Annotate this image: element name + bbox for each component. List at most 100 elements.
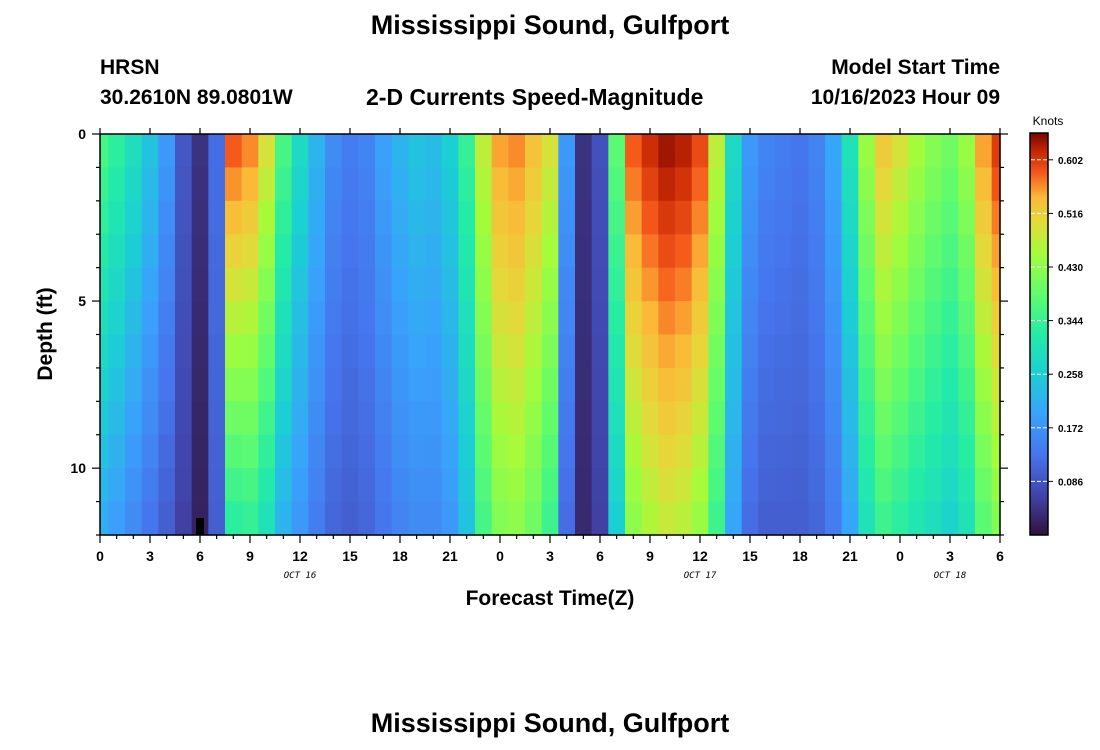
heat-cell	[441, 367, 459, 402]
heat-cell	[225, 200, 243, 235]
heat-cell	[525, 167, 543, 202]
heat-cell	[441, 134, 459, 169]
colorbar-label: 0.172	[1058, 424, 1083, 435]
heat-cell	[541, 367, 559, 402]
heat-cell	[758, 501, 776, 536]
heat-cell	[391, 200, 409, 235]
heat-cell	[858, 134, 876, 169]
heat-cell	[925, 234, 943, 269]
heat-cell	[541, 401, 559, 436]
heat-cell	[941, 234, 959, 269]
heat-cell	[225, 234, 243, 269]
heat-cell	[725, 134, 743, 169]
heat-cell	[525, 134, 543, 169]
heat-cell	[641, 401, 659, 436]
heat-cell	[458, 234, 476, 269]
heat-cell	[408, 434, 426, 469]
heat-cell	[191, 401, 209, 436]
heat-cell	[208, 200, 226, 235]
heat-cell	[675, 134, 693, 169]
heat-cell	[308, 134, 326, 169]
heat-cell	[975, 234, 993, 269]
heat-cell	[175, 434, 193, 469]
heat-cell	[100, 234, 109, 269]
heat-cell	[491, 134, 509, 169]
colorbar-unit: Knots	[1033, 114, 1064, 128]
heat-cell	[341, 434, 359, 469]
heat-cell	[491, 267, 509, 302]
heat-cell	[841, 367, 859, 402]
heat-cell	[208, 367, 226, 402]
heat-cell	[241, 401, 259, 436]
heat-cell	[241, 200, 259, 235]
heat-cell	[958, 468, 976, 503]
heat-cell	[691, 468, 709, 503]
heat-cell	[108, 301, 126, 336]
heat-cell	[191, 234, 209, 269]
heat-cell	[358, 468, 376, 503]
heat-cell	[508, 200, 526, 235]
heat-cell	[858, 234, 876, 269]
heat-cell	[125, 167, 143, 202]
heat-cell	[141, 234, 159, 269]
chart-subtitle: 2-D Currents Speed-Magnitude	[366, 84, 704, 110]
heat-cell	[708, 401, 726, 436]
heat-cell	[158, 200, 176, 235]
heat-cell	[625, 468, 643, 503]
heat-cell	[558, 401, 576, 436]
heat-cell	[175, 167, 193, 202]
heat-cell	[575, 167, 593, 202]
heat-cell	[691, 134, 709, 169]
heat-cell	[741, 501, 759, 536]
heat-cell	[525, 401, 543, 436]
heat-cell	[100, 367, 109, 402]
heat-cell	[841, 167, 859, 202]
heat-cell	[191, 468, 209, 503]
heat-cell	[191, 267, 209, 302]
heat-cell	[641, 468, 659, 503]
heat-cell	[258, 468, 276, 503]
heat-cell	[441, 434, 459, 469]
colorbar-label: 0.516	[1058, 209, 1083, 220]
heat-cell	[375, 334, 393, 369]
heat-cell	[758, 134, 776, 169]
heat-cell	[475, 234, 493, 269]
heat-cell	[275, 167, 293, 202]
heat-cell	[891, 501, 909, 536]
heat-cell	[125, 200, 143, 235]
heat-cell	[325, 434, 343, 469]
heat-cell	[441, 334, 459, 369]
x-tick-label: 0	[96, 548, 104, 564]
heat-cell	[875, 501, 893, 536]
heat-cell	[108, 134, 126, 169]
heat-cell	[175, 501, 193, 536]
heat-cell	[908, 468, 926, 503]
heat-cell	[100, 434, 109, 469]
heat-cell	[891, 301, 909, 336]
heat-cell	[975, 501, 993, 536]
heat-cell	[341, 501, 359, 536]
heat-cell	[491, 468, 509, 503]
heat-cell	[591, 234, 609, 269]
heat-cell	[108, 434, 126, 469]
heat-cell	[375, 301, 393, 336]
heat-cell	[491, 434, 509, 469]
heat-cell	[375, 434, 393, 469]
heat-cell	[391, 468, 409, 503]
heat-cell	[925, 434, 943, 469]
heat-cell	[541, 434, 559, 469]
heat-cell	[408, 401, 426, 436]
heat-cell	[958, 267, 976, 302]
heat-cell	[691, 200, 709, 235]
heat-cell	[575, 134, 593, 169]
heat-cell	[308, 367, 326, 402]
heat-cell	[708, 468, 726, 503]
heat-cell	[358, 234, 376, 269]
heat-cell	[141, 401, 159, 436]
heat-cell	[575, 401, 593, 436]
heat-cell	[291, 234, 309, 269]
heat-cell	[475, 334, 493, 369]
heat-cell	[841, 434, 859, 469]
heat-cell	[891, 167, 909, 202]
heat-cell	[558, 134, 576, 169]
